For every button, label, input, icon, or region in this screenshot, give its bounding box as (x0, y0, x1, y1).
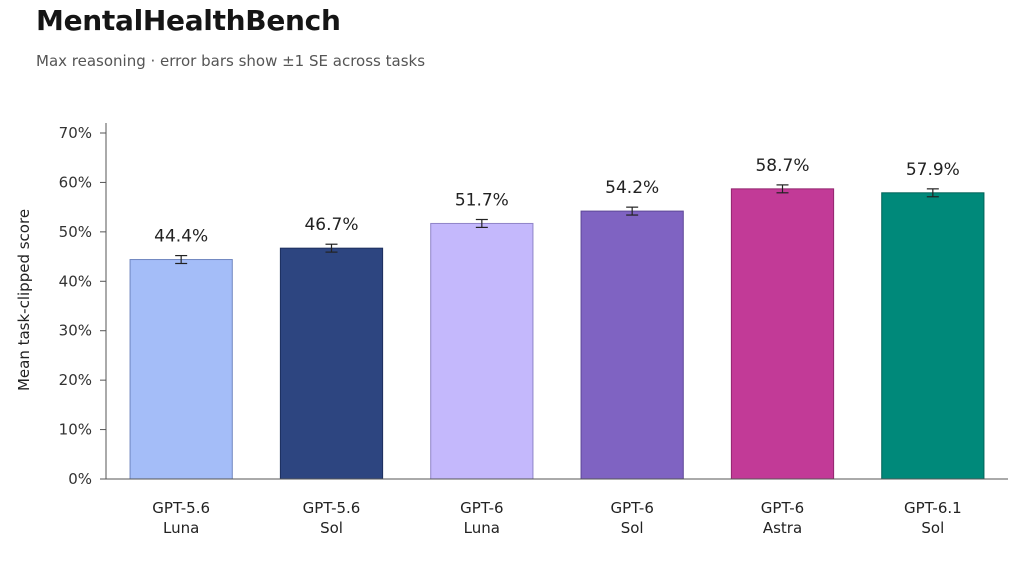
bar (430, 222, 534, 480)
x-tick-label-line: GPT-6 (610, 499, 653, 517)
x-tick-label-line: GPT-5.6 (152, 499, 210, 517)
bar (129, 259, 233, 480)
x-tick-label-line: GPT-5.6 (303, 499, 361, 517)
x-tick-label-line: GPT-6 (460, 499, 503, 517)
y-tick-label: 30% (59, 322, 92, 340)
y-tick-label: 0% (68, 470, 92, 488)
x-tick-label: GPT-6 Astra (761, 499, 804, 537)
data-label: 58.7% (755, 156, 809, 176)
chart-title: MentalHealthBench (36, 4, 341, 37)
x-tick-label-line: Luna (163, 519, 199, 537)
chart-subtitle: Max reasoning · error bars show ±1 SE ac… (36, 52, 426, 70)
x-tick-label-line: Luna (464, 519, 500, 537)
y-tick-label: 20% (59, 371, 92, 389)
data-label: 44.4% (154, 227, 208, 247)
bar (881, 192, 985, 480)
x-tick-label-line: GPT-6.1 (904, 499, 962, 517)
data-label: 51.7% (455, 190, 509, 210)
y-tick-label: 50% (59, 223, 92, 241)
bars: 44.4% 46.7% 51.7% 54.2% 58.7% 57.9% (129, 156, 985, 480)
bar (730, 188, 835, 480)
x-tick-label: GPT-6 Sol (610, 499, 653, 537)
x-tick-label-line: GPT-6 (761, 499, 804, 517)
x-tick-label: GPT-5.6 Sol (303, 499, 361, 537)
bar (580, 210, 684, 480)
y-tick-label: 10% (59, 421, 92, 439)
data-label: 46.7% (304, 215, 358, 235)
y-tick-label: 40% (59, 272, 92, 290)
x-tick-label: GPT-6.1 Sol (904, 499, 962, 537)
y-tick-label: 60% (59, 173, 92, 191)
data-label: 54.2% (605, 178, 659, 198)
y-axis-label: Mean task-clipped score (15, 209, 33, 391)
x-tick-label-line: Sol (320, 519, 343, 537)
x-tick-label-line: Sol (621, 519, 644, 537)
x-tick-label: GPT-6 Luna (460, 499, 503, 537)
y-axis: 0% 10% 20% 30% 40% 50% 60% 70% (59, 123, 107, 488)
x-tick-label: GPT-5.6 Luna (152, 499, 210, 537)
x-tick-label-line: Sol (921, 519, 944, 537)
y-tick-label: 70% (59, 124, 92, 142)
bar (279, 247, 384, 480)
x-tick-label-line: Astra (763, 519, 802, 537)
data-label: 57.9% (906, 160, 960, 180)
